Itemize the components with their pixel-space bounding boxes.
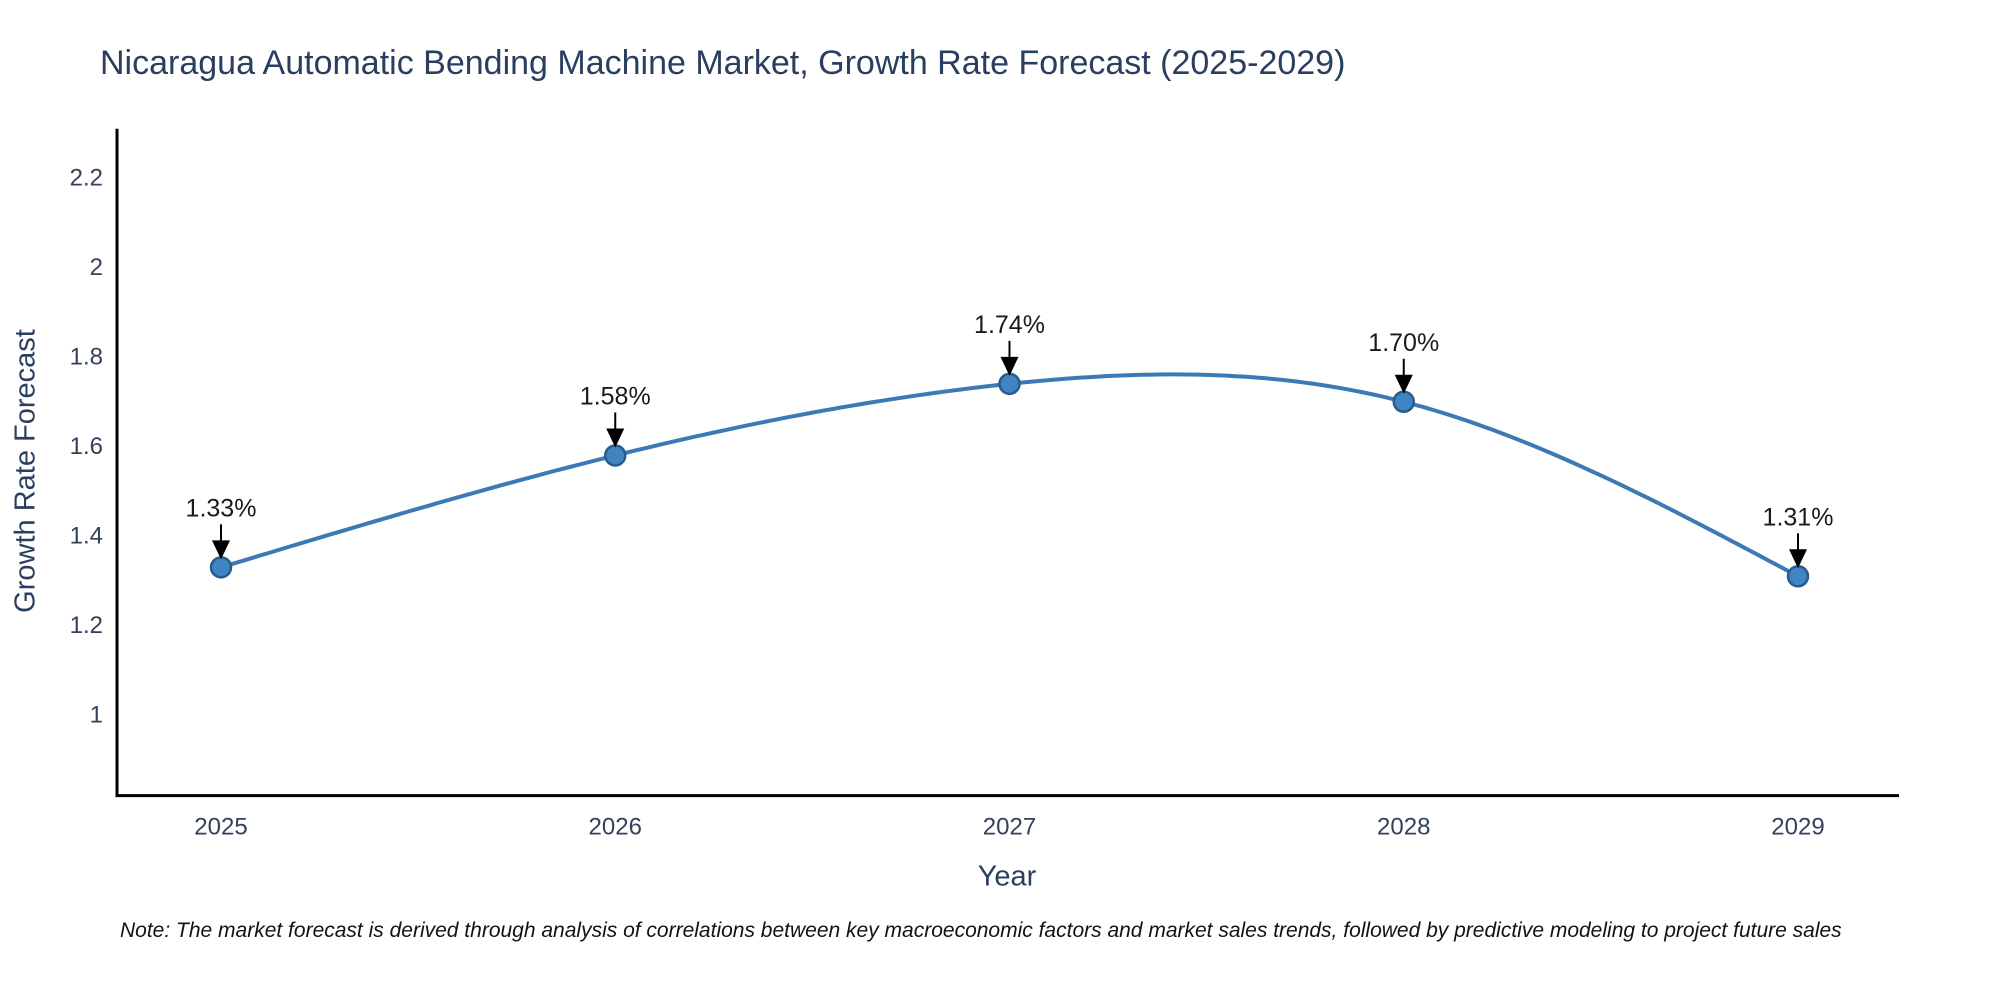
point-annotation: 1.33% [186,494,257,522]
point-annotation: 1.74% [974,311,1045,339]
annotation-arrow-head [1000,356,1019,376]
footnote: Note: The market forecast is derived thr… [120,919,1842,942]
annotation-arrow-head [212,540,230,560]
x-tick-label: 2027 [983,814,1036,841]
x-tick-label: 2029 [1771,814,1824,841]
y-tick-label: 2 [90,254,103,281]
point-annotation: 1.70% [1368,329,1439,357]
data-point-marker [998,372,1021,396]
x-tick-label: 2025 [194,814,247,841]
data-point-marker [1392,390,1415,413]
data-point-marker [604,444,627,467]
data-point-marker [1786,565,1810,588]
point-annotation: 1.31% [1763,503,1834,531]
x-axis-title: Year [977,860,1037,893]
y-tick-label: 1.4 [70,523,103,550]
point-annotation: 1.58% [580,382,651,410]
annotation-arrow-head [1789,549,1807,569]
y-axis-title: Growth Rate Forecast [9,329,42,613]
axis-lines [115,128,1899,798]
y-tick-label: 1.6 [70,433,103,460]
series-line [219,372,1800,579]
y-tick-label: 1 [90,702,103,729]
y-tick-label: 2.2 [70,165,103,192]
x-tick-label: 2026 [589,814,642,841]
x-tick-label: 2028 [1377,814,1430,841]
annotation-arrow-head [606,428,625,448]
data-point-marker [209,556,233,579]
y-tick-label: 1.2 [70,612,103,639]
chart-title: Nicaragua Automatic Bending Machine Mark… [100,44,1346,82]
annotation-arrow-head [1394,374,1413,394]
y-tick-label: 1.8 [70,344,103,371]
